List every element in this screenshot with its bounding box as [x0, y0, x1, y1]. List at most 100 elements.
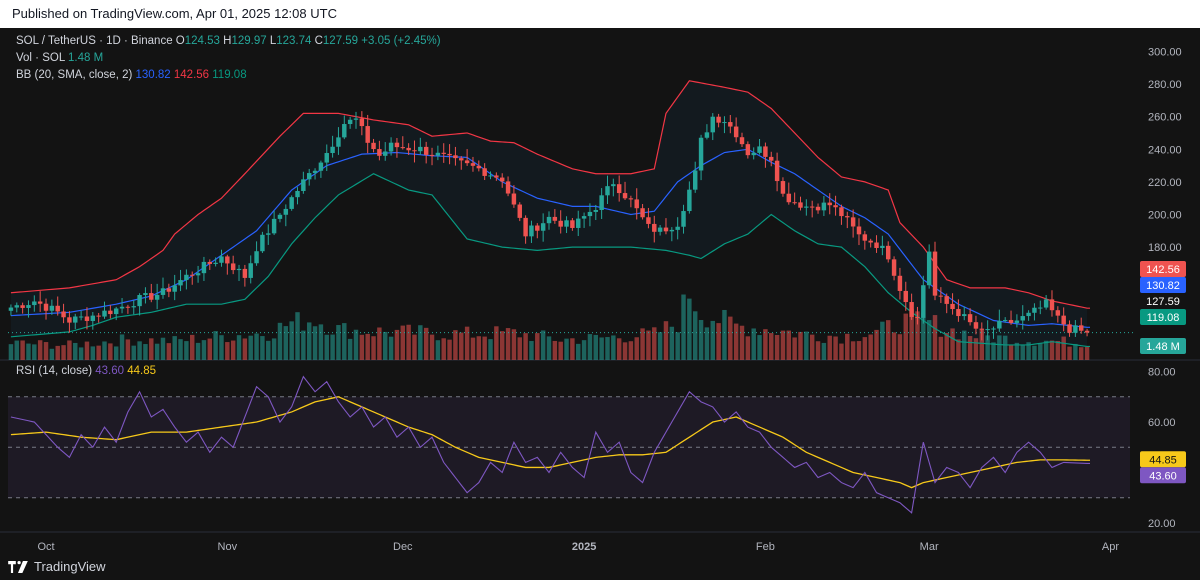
- candle-body: [266, 233, 271, 235]
- rsi-ma-badge-bg: [1140, 451, 1186, 468]
- candle-body: [108, 310, 113, 315]
- candle-body: [786, 193, 792, 203]
- change-value: +3.05 (+2.45%): [361, 35, 440, 47]
- volume-bar: [657, 332, 663, 360]
- volume-bar: [125, 339, 131, 360]
- candle-body: [137, 294, 142, 307]
- candle-body: [248, 263, 253, 278]
- volume-bar: [973, 338, 979, 360]
- candle-body: [488, 175, 493, 177]
- candle-body: [587, 211, 593, 217]
- volume-bar: [14, 340, 19, 360]
- candle-body: [663, 227, 669, 232]
- candle-body: [195, 273, 201, 276]
- volume-bar: [634, 337, 639, 360]
- volume-bar: [540, 330, 546, 360]
- candle-body: [780, 181, 786, 194]
- candle-body: [312, 170, 318, 174]
- candle-body: [178, 280, 183, 286]
- volume-bar: [792, 337, 797, 360]
- volume-bar: [646, 330, 651, 360]
- volume-bar: [73, 342, 78, 360]
- close-value: 127.59: [323, 35, 361, 47]
- candle-body: [698, 137, 704, 171]
- volume-bar: [295, 312, 300, 360]
- volume-bar: [698, 320, 704, 360]
- volume-bar: [991, 342, 996, 360]
- candle-body: [49, 305, 55, 311]
- volume-bar: [745, 336, 751, 360]
- volume-bar: [809, 334, 815, 360]
- candle-body: [260, 234, 265, 252]
- candle-body: [37, 301, 43, 304]
- time-tick-label: Feb: [756, 541, 775, 553]
- volume-bar: [786, 330, 792, 360]
- volume-bar: [84, 341, 90, 360]
- volume-bar: [283, 326, 289, 360]
- candle-body: [32, 301, 37, 306]
- open-label: O: [176, 35, 185, 47]
- bb-basis-line: [10, 148, 1090, 328]
- volume-bar: [347, 338, 353, 360]
- time-tick-label: Oct: [37, 541, 54, 553]
- volume-bar: [956, 339, 961, 360]
- candle-body: [728, 122, 733, 127]
- candle-body: [944, 296, 949, 304]
- tradingview-logo[interactable]: TradingView: [8, 559, 106, 574]
- volume-bar: [669, 326, 675, 360]
- volume-bar: [254, 333, 259, 360]
- volume-bar: [26, 343, 31, 360]
- rsi-ma-badge: 44.85: [1149, 454, 1177, 466]
- rsi-legend: RSI (14, close) 43.60 44.85: [16, 365, 156, 377]
- candle-body: [90, 315, 96, 321]
- volume-bar: [962, 330, 967, 360]
- candle-body: [523, 217, 528, 237]
- volume-bar: [505, 328, 511, 360]
- volume-bar: [798, 331, 803, 360]
- volume-bar: [377, 327, 382, 360]
- candle-body: [1084, 330, 1090, 333]
- close-label: C: [315, 35, 323, 47]
- volume-bar: [599, 337, 604, 360]
- volume-bar: [78, 347, 84, 360]
- volume-bar: [891, 332, 897, 360]
- volume-bar: [622, 342, 628, 360]
- candle-body: [131, 306, 136, 308]
- volume-bar: [839, 343, 844, 360]
- candle-body: [482, 168, 487, 176]
- candle-body: [868, 240, 873, 243]
- candle-body: [499, 177, 505, 182]
- candle-body: [1008, 319, 1014, 323]
- volume-bar: [710, 320, 715, 360]
- candle-body: [441, 152, 446, 154]
- rsi-ma-line: [10, 396, 1090, 489]
- candle-body: [821, 202, 827, 211]
- upper-band-badge-bg: [1140, 261, 1186, 277]
- volume-bar: [1067, 346, 1072, 360]
- volume-bar: [49, 348, 55, 360]
- price-chart[interactable]: 300.00 280.00 260.00 240.00 220.00 200.00 180.…: [0, 28, 1200, 580]
- volume-bar: [242, 338, 248, 360]
- candle-body: [318, 162, 324, 171]
- candle-body: [406, 147, 411, 151]
- candle-body: [201, 261, 207, 274]
- volume-legend: Vol · SOL 1.48 M: [16, 52, 103, 64]
- bb-upper-value: 142.56: [174, 69, 212, 81]
- volume-bar: [32, 344, 37, 360]
- candle-body: [1049, 299, 1055, 311]
- candle-body: [8, 307, 14, 311]
- volume-bar: [318, 324, 324, 360]
- candle-body: [324, 153, 329, 163]
- volume-bar: [885, 320, 891, 360]
- candle-body: [377, 149, 382, 156]
- last-price-badge-bg: [1140, 293, 1186, 309]
- candle-body: [254, 251, 259, 264]
- volume-bar: [447, 339, 452, 360]
- candle-body: [505, 181, 511, 194]
- volume-bar: [616, 338, 622, 360]
- candle-body: [400, 147, 406, 149]
- candle-body: [365, 126, 370, 143]
- candle-body: [412, 150, 417, 152]
- time-tick-label: Nov: [218, 541, 238, 553]
- volume-bar: [236, 335, 242, 360]
